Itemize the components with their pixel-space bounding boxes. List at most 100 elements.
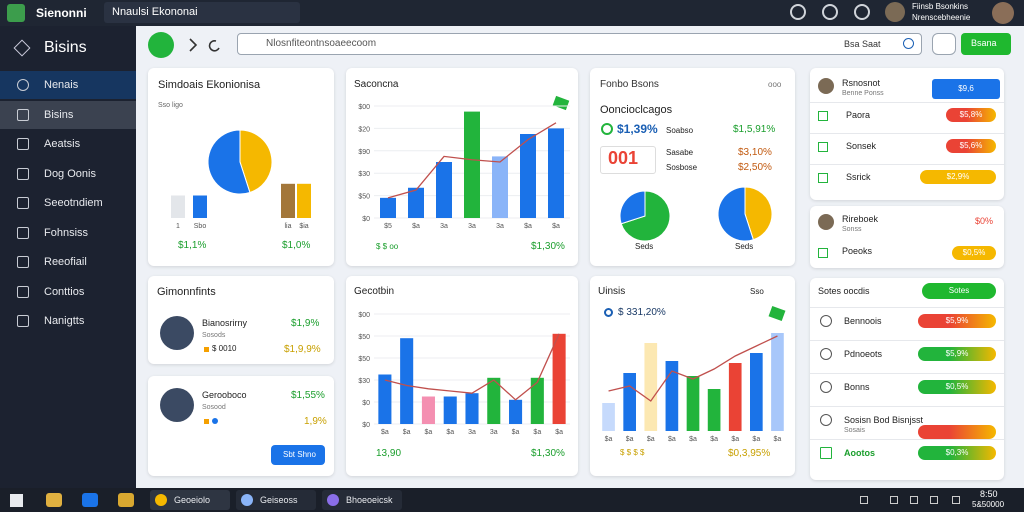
add-button[interactable] <box>148 32 174 58</box>
dot <box>212 418 218 424</box>
app-icon <box>7 4 25 22</box>
card-value: $1,30% <box>531 448 565 459</box>
y-tick-label: $0 <box>362 422 370 429</box>
nav-item[interactable]: Aeatsis <box>0 130 136 158</box>
taskbar-icon[interactable] <box>118 493 134 507</box>
bar <box>707 389 721 431</box>
taskbar-tab[interactable]: Geiseoss <box>236 490 316 510</box>
row-name: Sonsek <box>846 141 877 151</box>
row-button[interactable]: $9,6 <box>932 79 1000 99</box>
stat-label: Sosbose <box>666 163 698 172</box>
workspace-select[interactable]: Nnaulsi Ekononai <box>104 2 300 23</box>
nav-item[interactable]: Conttios <box>0 278 136 306</box>
user-role: Nrenscebheenie <box>912 13 971 22</box>
search-icon <box>903 38 914 49</box>
nav-item[interactable]: Seeotndiem <box>0 189 136 217</box>
person-sub: Sosods <box>202 332 226 339</box>
search-box[interactable]: Nlosnfiteontnsoaeecoom Bsa Saat <box>237 33 922 55</box>
y-tick-label: $00 <box>358 104 370 111</box>
card-value: $ $ $ $ <box>620 448 645 457</box>
card: Uinsis Sso $ 331,20% $a $a $a $a $a $a $a $a $a $ $ … <box>590 276 795 476</box>
y-tick-label: $00 <box>358 312 370 319</box>
search-text: Nlosnfiteontnsoaeecoom <box>266 38 377 49</box>
tray-icon <box>952 496 960 504</box>
card-headline: $ 331,20% <box>618 307 666 318</box>
bar <box>602 403 615 431</box>
x-tick-label: $a <box>731 436 739 443</box>
row-icon <box>818 142 828 152</box>
action-button-label: Sbt Shno <box>283 450 316 459</box>
top-icon[interactable] <box>854 4 870 20</box>
pill-label: $5,8% <box>959 110 983 119</box>
y-tick-label: $50 <box>358 194 370 201</box>
action-button[interactable]: Sbt Shno <box>271 445 325 465</box>
nav-label: Conttios <box>44 285 85 298</box>
nav-item[interactable]: Fohnsiss <box>0 219 136 247</box>
x-tick-label: $a <box>524 223 532 230</box>
start-button[interactable] <box>10 494 23 507</box>
sidebar: Bisins Nenais Bisins Aeatsis Dog Oonis Seeotn… <box>0 26 136 488</box>
tab-icon <box>155 494 167 506</box>
trend-line <box>608 335 778 402</box>
chart: $0 $50 $30 $90 $20 $00 $5 $a 3a 3a 3a $a $a <box>358 104 570 230</box>
stat-value: $2,50% <box>738 162 772 173</box>
avatar <box>160 316 194 350</box>
tray-icon <box>890 496 898 504</box>
nav-item[interactable]: Nenais <box>0 71 136 99</box>
nav-item[interactable]: Nanigtts <box>0 307 136 335</box>
refresh-icon <box>208 39 220 52</box>
card-value: $1,30% <box>531 241 565 252</box>
x-tick-label: $a <box>774 436 782 443</box>
row-name: Ssrick <box>846 172 871 182</box>
dot <box>204 419 209 424</box>
pie-label: Seds <box>635 242 654 251</box>
avatar <box>818 78 834 94</box>
row-name: Rireboek <box>842 214 879 224</box>
trend-line <box>384 333 560 401</box>
row-name: Bonns <box>844 382 870 392</box>
top-icon[interactable] <box>822 4 838 20</box>
bar <box>464 111 480 218</box>
nav-label: Nenais <box>44 79 79 91</box>
clock-date: 5&50000 <box>972 500 1005 509</box>
settings-button[interactable] <box>932 33 956 55</box>
person-detail: $ 0010 <box>212 344 237 353</box>
y-tick-label: $50 <box>358 334 370 341</box>
x-tick-label: $a <box>381 429 389 436</box>
card-value: $1,0% <box>282 240 311 251</box>
taskbar-icon[interactable] <box>82 493 98 507</box>
taskbar-icon[interactable] <box>46 493 62 507</box>
nav-item[interactable]: Reeofiail <box>0 248 136 276</box>
nav-item[interactable]: Dog Oonis <box>0 160 136 188</box>
row-sub: Benne Ponss <box>842 90 884 97</box>
card-value: 13,90 <box>376 448 402 459</box>
primary-button[interactable]: Bsana <box>961 33 1011 55</box>
row-sub: Sonss <box>842 226 862 233</box>
person-value: $1,55% <box>291 390 325 401</box>
bar <box>281 183 295 218</box>
clock-time: 8:50 <box>980 489 998 499</box>
bar <box>380 197 396 218</box>
bar <box>171 195 185 218</box>
panel-button[interactable]: Sotes <box>922 283 996 299</box>
row-name: Pdnoeots <box>844 349 883 359</box>
taskbar-tab[interactable]: Bhoeoeicsk <box>322 490 402 510</box>
stat-label: Sasabe <box>666 148 694 157</box>
pie-slice <box>239 129 273 194</box>
divider <box>810 307 1004 308</box>
pie-slice <box>717 186 754 242</box>
panel: Rireboek Sonss $0% Poeoks $0,5% <box>810 206 1004 268</box>
row-icon <box>820 414 832 426</box>
bar <box>465 393 479 424</box>
status-icon <box>604 308 613 317</box>
top-icon[interactable] <box>790 4 806 20</box>
nav-label: Seeotndiem <box>44 197 103 209</box>
nav-item[interactable]: Bisins <box>0 100 136 129</box>
x-tick-label: 3a <box>496 223 504 230</box>
search-hint: Bsa Saat <box>844 39 881 49</box>
divider <box>810 373 1004 374</box>
taskbar-tab[interactable]: Geoeiolo <box>150 490 230 510</box>
